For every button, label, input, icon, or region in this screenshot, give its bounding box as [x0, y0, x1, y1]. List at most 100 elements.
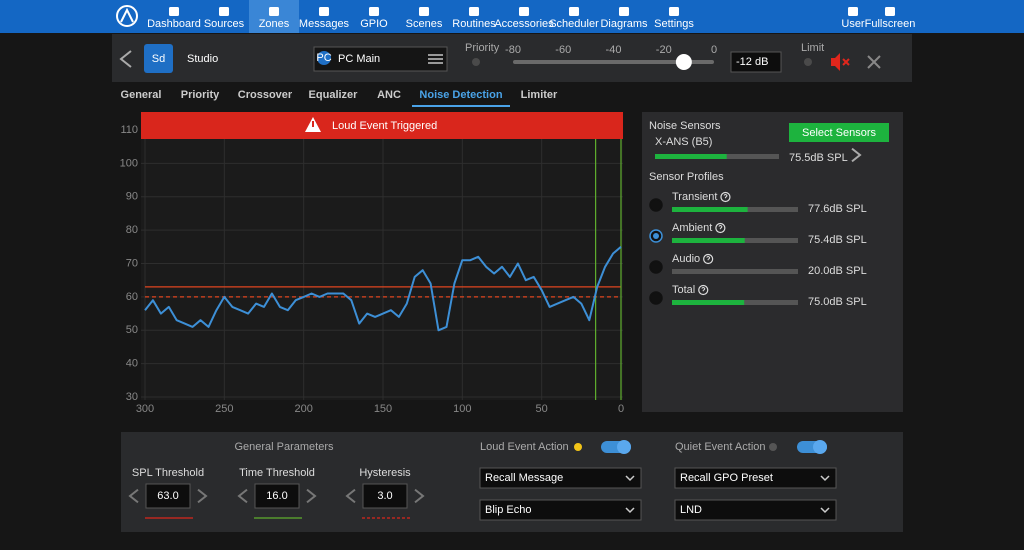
y-tick-label: 110	[120, 124, 138, 136]
mute-button[interactable]	[831, 53, 840, 71]
meter-fill	[655, 154, 727, 159]
dropdown-arrow	[820, 507, 830, 514]
x-tick-label: 250	[215, 403, 233, 415]
nav-icon	[885, 7, 895, 16]
volume-track[interactable]	[513, 60, 714, 64]
nav-item[interactable]: Sources	[204, 18, 245, 30]
tab[interactable]: Priority	[181, 89, 220, 101]
parameter-box[interactable]	[362, 483, 408, 509]
action-dropdown[interactable]	[479, 499, 642, 521]
profile-name: Total	[672, 284, 695, 296]
panel-title: General Parameters	[234, 441, 334, 453]
profile-radio[interactable]	[649, 291, 663, 305]
nav-item[interactable]: User	[841, 18, 865, 30]
decrement-button[interactable]	[237, 488, 248, 504]
y-tick-label: 50	[126, 324, 138, 336]
action-dropdown[interactable]	[674, 467, 837, 489]
volume-box[interactable]	[730, 51, 782, 73]
alert-banner	[141, 112, 623, 139]
meter-fill	[672, 207, 748, 212]
x-tick-label: 300	[136, 403, 154, 415]
profile-radio[interactable]	[649, 198, 663, 212]
parameter-label: Time Threshold	[239, 467, 315, 479]
nav-item[interactable]: Fullscreen	[865, 18, 916, 30]
nav-icon	[219, 7, 229, 16]
action-dropdown[interactable]	[479, 467, 642, 489]
plot-area	[141, 112, 623, 400]
action-dropdown[interactable]	[674, 499, 837, 521]
meter-fill	[672, 300, 745, 305]
toggle-knob	[813, 440, 827, 454]
nav-item[interactable]: Diagrams	[600, 18, 648, 30]
volume-knob[interactable]	[675, 54, 692, 70]
profile-radio[interactable]	[649, 260, 663, 274]
source-select[interactable]	[313, 46, 448, 72]
priority-label: Priority	[465, 42, 500, 54]
list-icon	[428, 58, 443, 60]
nav-item[interactable]: Settings	[654, 18, 694, 30]
y-tick-label: 30	[126, 391, 138, 403]
nav-item[interactable]: Accessories	[494, 18, 554, 30]
nav-icon	[319, 7, 329, 16]
profile-level: 77.6dB SPL	[808, 203, 867, 215]
dropdown-arrow	[820, 475, 830, 482]
nav-active	[249, 0, 299, 33]
volume-tick-label: 0	[711, 44, 717, 56]
volume-tick-label: -60	[555, 44, 571, 56]
parameter-box[interactable]	[145, 483, 191, 509]
nav-item[interactable]: Routines	[452, 18, 496, 30]
volume-value: -12 dB	[736, 56, 768, 68]
back-button[interactable]	[119, 50, 132, 68]
increment-button[interactable]	[197, 488, 208, 504]
limit-label: Limit	[801, 42, 824, 54]
sensor-details[interactable]	[851, 147, 862, 163]
tab[interactable]: Noise Detection	[419, 89, 502, 101]
zone-badge-text: Sd	[152, 53, 165, 65]
select-sensors-button[interactable]	[789, 123, 889, 142]
nav-item[interactable]: GPIO	[360, 18, 388, 30]
profile-name: Transient	[672, 191, 717, 203]
list-icon	[428, 54, 443, 56]
toggle-knob	[617, 440, 631, 454]
decrement-button[interactable]	[345, 488, 356, 504]
help-icon	[703, 253, 714, 265]
zone-header	[112, 34, 912, 82]
action-title: Quiet Event Action	[675, 441, 766, 453]
parameter-label: SPL Threshold	[132, 467, 204, 479]
decrement-button[interactable]	[128, 488, 139, 504]
alert-text: Loud Event Triggered	[332, 120, 437, 132]
tab[interactable]: Crossover	[238, 89, 293, 101]
action-indicator	[769, 443, 777, 451]
nav-item[interactable]: Messages	[299, 18, 350, 30]
profile-level: 75.0dB SPL	[808, 296, 867, 308]
nav-item[interactable]: Scenes	[406, 18, 443, 30]
sensor-panel	[642, 112, 903, 412]
tab[interactable]: General	[121, 89, 162, 101]
nav-item[interactable]: Scheduler	[549, 18, 599, 30]
y-tick-label: 90	[126, 191, 138, 203]
increment-button[interactable]	[306, 488, 317, 504]
nav-icon	[269, 7, 279, 16]
nav-icon	[369, 7, 379, 16]
tab[interactable]: Equalizer	[309, 89, 359, 101]
profile-level: 20.0dB SPL	[808, 265, 867, 277]
close-button[interactable]	[867, 55, 881, 69]
dropdown-value: Recall Message	[485, 472, 563, 484]
help-icon	[698, 284, 709, 296]
profile-radio-dot	[653, 233, 659, 239]
parameter-box[interactable]	[254, 483, 300, 509]
profile-name: Ambient	[672, 222, 712, 234]
nav-item[interactable]: Dashboard	[147, 18, 201, 30]
tab[interactable]: Limiter	[521, 89, 558, 101]
tab[interactable]: ANC	[377, 89, 401, 101]
nav-icon	[669, 7, 679, 16]
tab-underline	[412, 105, 510, 107]
help-icon	[715, 222, 726, 234]
y-tick-label: 70	[126, 257, 138, 269]
increment-button[interactable]	[414, 488, 425, 504]
action-title: Loud Event Action	[480, 441, 569, 453]
y-tick-label: 40	[126, 358, 138, 370]
noise-line	[144, 246, 622, 332]
nav-item[interactable]: Zones	[259, 18, 290, 30]
